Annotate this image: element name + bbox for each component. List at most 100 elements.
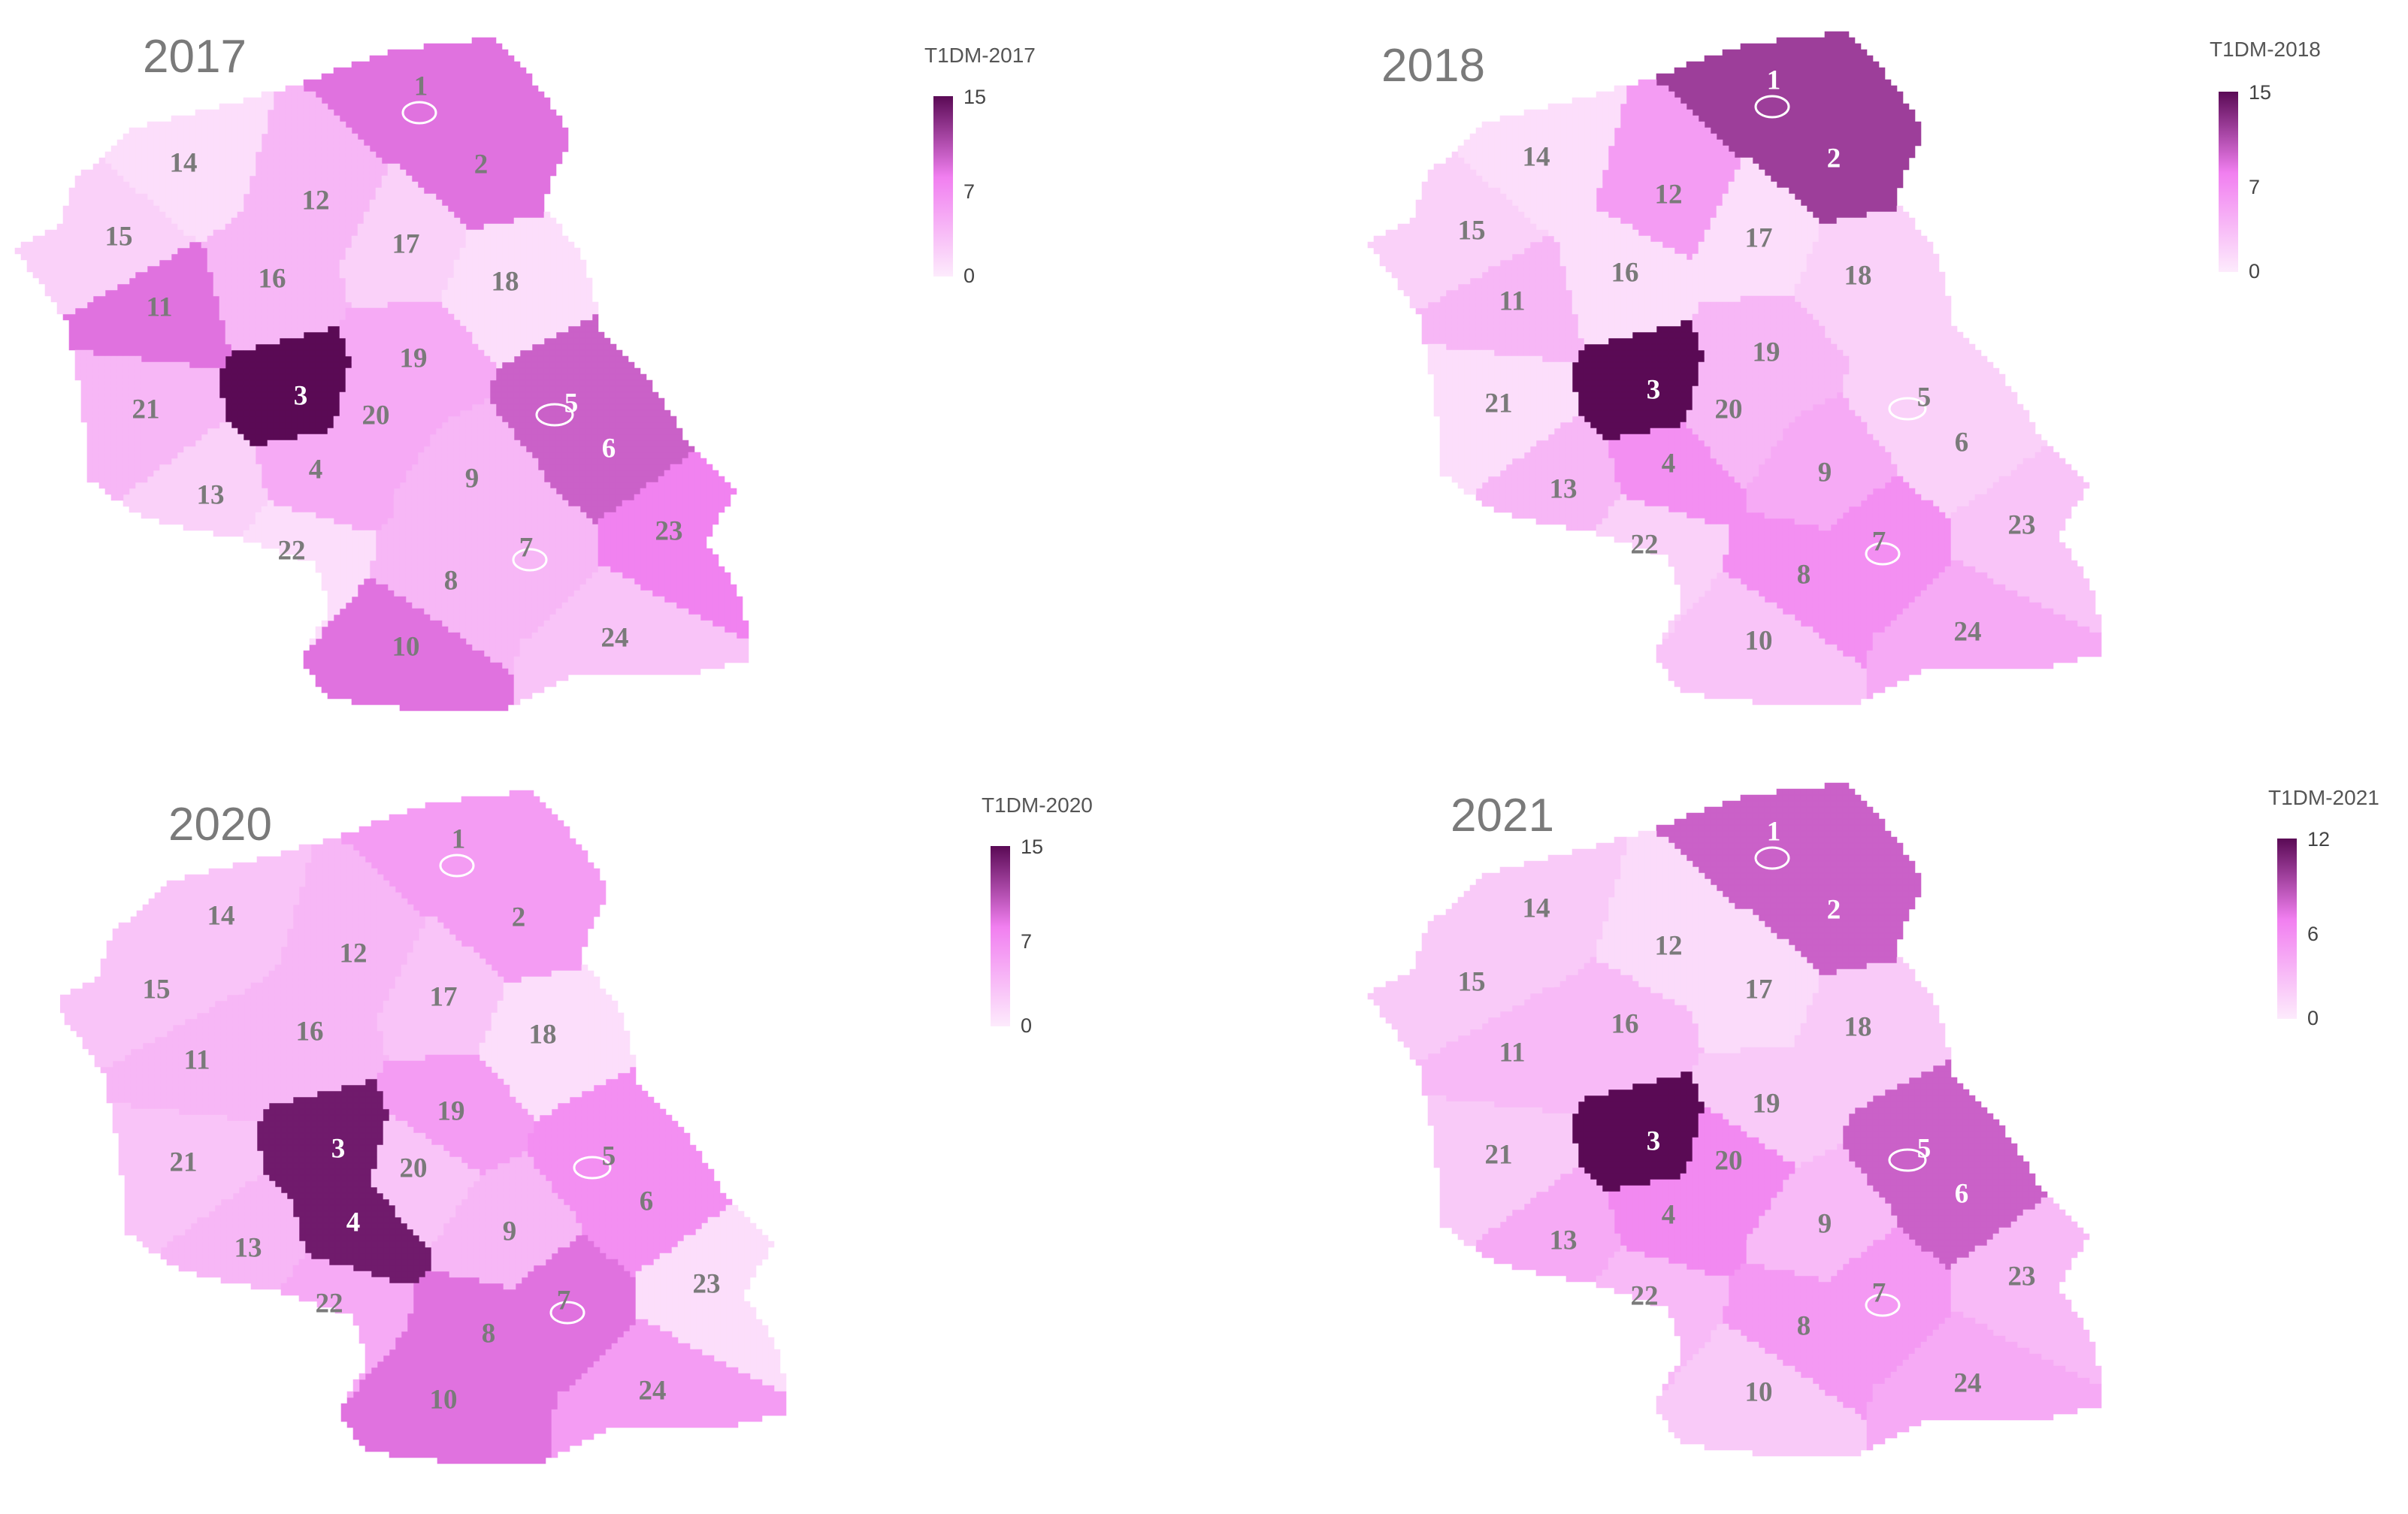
region-22 <box>1596 1245 1729 1391</box>
region-12 <box>1596 830 1741 1012</box>
region-23 <box>635 1204 787 1392</box>
region-label-15: 15 <box>105 221 133 252</box>
region-label-21: 21 <box>132 394 160 425</box>
region-10 <box>1656 1323 1868 1457</box>
region-label-5: 5 <box>1917 1133 1932 1164</box>
legend-max-label: 15 <box>2249 81 2272 104</box>
region-label-4: 4 <box>1662 1199 1676 1230</box>
region-label-23: 23 <box>2008 1261 2036 1292</box>
region-8 <box>369 518 521 675</box>
region-16 <box>1553 205 1705 345</box>
region-10 <box>340 1331 552 1464</box>
region-label-16: 16 <box>1611 1008 1639 1039</box>
city-outline <box>1865 542 1901 566</box>
region-21 <box>1427 343 1579 495</box>
region-label-15: 15 <box>1458 966 1486 997</box>
region-label-6: 6 <box>1955 1178 1969 1209</box>
region-label-18: 18 <box>529 1019 557 1050</box>
region-label-13: 13 <box>197 479 225 510</box>
region-21 <box>74 349 226 501</box>
region-10 <box>1656 572 1868 706</box>
region-label-4: 4 <box>309 454 323 485</box>
region-label-8: 8 <box>444 565 458 596</box>
region-22 <box>280 1253 414 1398</box>
map-year-title: 2020 <box>168 799 272 851</box>
region-24 <box>551 1319 787 1458</box>
region-label-3: 3 <box>1647 1126 1661 1156</box>
legend-title: T1DM-2021 <box>2268 786 2379 809</box>
region-label-24: 24 <box>1954 616 1982 647</box>
region-15 <box>1367 151 1549 309</box>
city-outline <box>1865 1293 1901 1317</box>
region-2 <box>399 73 569 231</box>
region-label-19: 19 <box>437 1095 465 1126</box>
region-20 <box>333 361 443 495</box>
legend-color-bar <box>2219 92 2238 272</box>
city-outlines <box>1754 846 1927 1317</box>
region-label-2: 2 <box>512 902 526 932</box>
legend-min-label: 0 <box>2249 260 2261 283</box>
region-label-8: 8 <box>1797 1310 1811 1341</box>
region-label-16: 16 <box>1611 257 1639 288</box>
region-label-17: 17 <box>1745 222 1773 253</box>
region-label-11: 11 <box>1499 286 1526 316</box>
region-label-18: 18 <box>1844 1011 1872 1042</box>
region-label-21: 21 <box>170 1147 198 1177</box>
region-label-16: 16 <box>259 263 286 294</box>
city-outline <box>1754 846 1790 870</box>
region-label-1: 1 <box>414 71 428 101</box>
region-14 <box>104 91 274 243</box>
region-group <box>1367 782 2102 1457</box>
region-19 <box>339 301 497 423</box>
region-label-10: 10 <box>1745 625 1773 656</box>
region-label-8: 8 <box>1797 559 1811 590</box>
region-8 <box>407 1271 558 1428</box>
legend-min-label: 0 <box>1021 1014 1033 1037</box>
region-label-17: 17 <box>1745 974 1773 1005</box>
region-label-8: 8 <box>482 1318 496 1349</box>
region-label-17: 17 <box>392 228 420 259</box>
region-3 <box>1572 319 1705 441</box>
city-outline <box>401 101 437 125</box>
region-16 <box>238 964 390 1104</box>
region-label-20: 20 <box>1715 394 1743 425</box>
region-19 <box>1692 295 1850 417</box>
region-label-18: 18 <box>1844 260 1872 291</box>
city-outline <box>1754 95 1790 119</box>
map-year-title: 2018 <box>1381 40 1485 92</box>
city-outlines <box>1754 95 1927 566</box>
region-19 <box>1692 1047 1850 1168</box>
region-16 <box>201 211 352 351</box>
region-label-21: 21 <box>1485 388 1513 419</box>
region-14 <box>142 844 312 996</box>
region-label-3: 3 <box>331 1133 346 1164</box>
region-9 <box>1746 391 1898 531</box>
region-label-9: 9 <box>503 1216 517 1247</box>
region-label-13: 13 <box>1550 473 1578 504</box>
region-label-5: 5 <box>564 388 579 419</box>
region-2 <box>437 826 607 984</box>
legend-min-label: 0 <box>964 264 976 287</box>
legend-mid-label: 6 <box>2307 923 2319 945</box>
region-label-23: 23 <box>655 515 683 546</box>
region-label-2: 2 <box>474 149 489 180</box>
legend-title: T1DM-2020 <box>982 793 1093 817</box>
region-24 <box>1866 1311 2102 1451</box>
region-label-12: 12 <box>302 185 330 216</box>
region-13 <box>160 1174 306 1290</box>
region-label-9: 9 <box>1818 1208 1832 1239</box>
region-10 <box>303 578 515 712</box>
region-label-12: 12 <box>340 938 368 969</box>
region-20 <box>371 1114 480 1248</box>
region-13 <box>1475 1167 1621 1283</box>
city-outline <box>1888 1148 1927 1172</box>
city-outline <box>1888 397 1927 421</box>
region-20 <box>1686 1107 1795 1241</box>
region-15 <box>14 157 196 315</box>
region-3 <box>1572 1071 1705 1192</box>
city-outline <box>549 1301 585 1325</box>
